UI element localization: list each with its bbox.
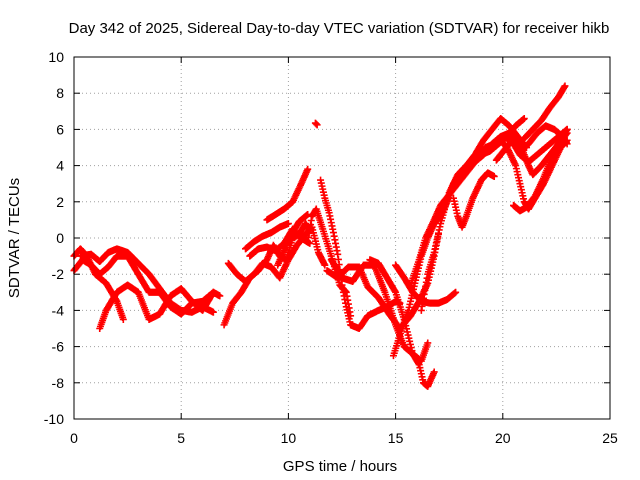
- y-tick-label: -2: [52, 266, 65, 282]
- data-point: [563, 140, 571, 148]
- series-track-13: [317, 176, 404, 332]
- x-tick-label: 20: [495, 430, 511, 446]
- data-point: [430, 368, 438, 376]
- data-point: [312, 120, 320, 128]
- data-markers: [70, 82, 571, 390]
- data-point: [119, 315, 127, 323]
- x-tick-label: 15: [388, 430, 404, 446]
- series-track-26: [520, 82, 569, 142]
- data-point: [563, 129, 571, 137]
- y-tick-label: 2: [56, 194, 64, 210]
- data-point: [313, 121, 321, 129]
- series-track-10: [242, 220, 292, 253]
- x-tick-label: 25: [602, 430, 618, 446]
- data-point: [321, 261, 329, 269]
- y-tick-label: -8: [52, 375, 65, 391]
- data-point: [304, 165, 312, 173]
- series-track-14: [327, 256, 438, 390]
- data-point: [216, 292, 224, 300]
- y-axis-label: SDTVAR / TECUs: [6, 178, 23, 298]
- series-track-21: [449, 169, 498, 231]
- data-point: [452, 288, 460, 296]
- x-tick-label: 0: [70, 430, 78, 446]
- y-tick-label: 0: [56, 230, 64, 246]
- y-tick-label: -4: [52, 302, 65, 318]
- x-tick-label: 10: [281, 430, 297, 446]
- data-point: [284, 220, 292, 228]
- x-tick-label: 5: [177, 430, 185, 446]
- series-track-27: [516, 122, 571, 155]
- y-tick-label: 6: [56, 121, 64, 137]
- data-point: [520, 115, 528, 123]
- data-point: [490, 172, 498, 180]
- y-tick-label: 8: [56, 85, 64, 101]
- data-point: [561, 82, 569, 90]
- x-axis-label: GPS time / hours: [283, 458, 397, 475]
- data-point: [424, 339, 432, 347]
- y-tick-label: -6: [52, 339, 65, 355]
- y-tick-label: 10: [48, 49, 64, 65]
- y-axis: -10 -8 -6 -4 -2 0 2 4 6 8 10: [44, 49, 610, 427]
- series-track-3: [96, 281, 224, 332]
- data-point: [209, 308, 217, 316]
- grid-lines: [74, 57, 610, 419]
- y-tick-label: -10: [44, 411, 64, 427]
- chart-title: Day 342 of 2025, Sidereal Day-to-day VTE…: [69, 20, 610, 37]
- series-track-7: [263, 165, 312, 224]
- series-track-4: [76, 245, 217, 316]
- y-tick-label: 4: [56, 158, 64, 174]
- series-track-11: [311, 119, 321, 129]
- x-axis: 0 5 10 15 20 25: [70, 57, 618, 446]
